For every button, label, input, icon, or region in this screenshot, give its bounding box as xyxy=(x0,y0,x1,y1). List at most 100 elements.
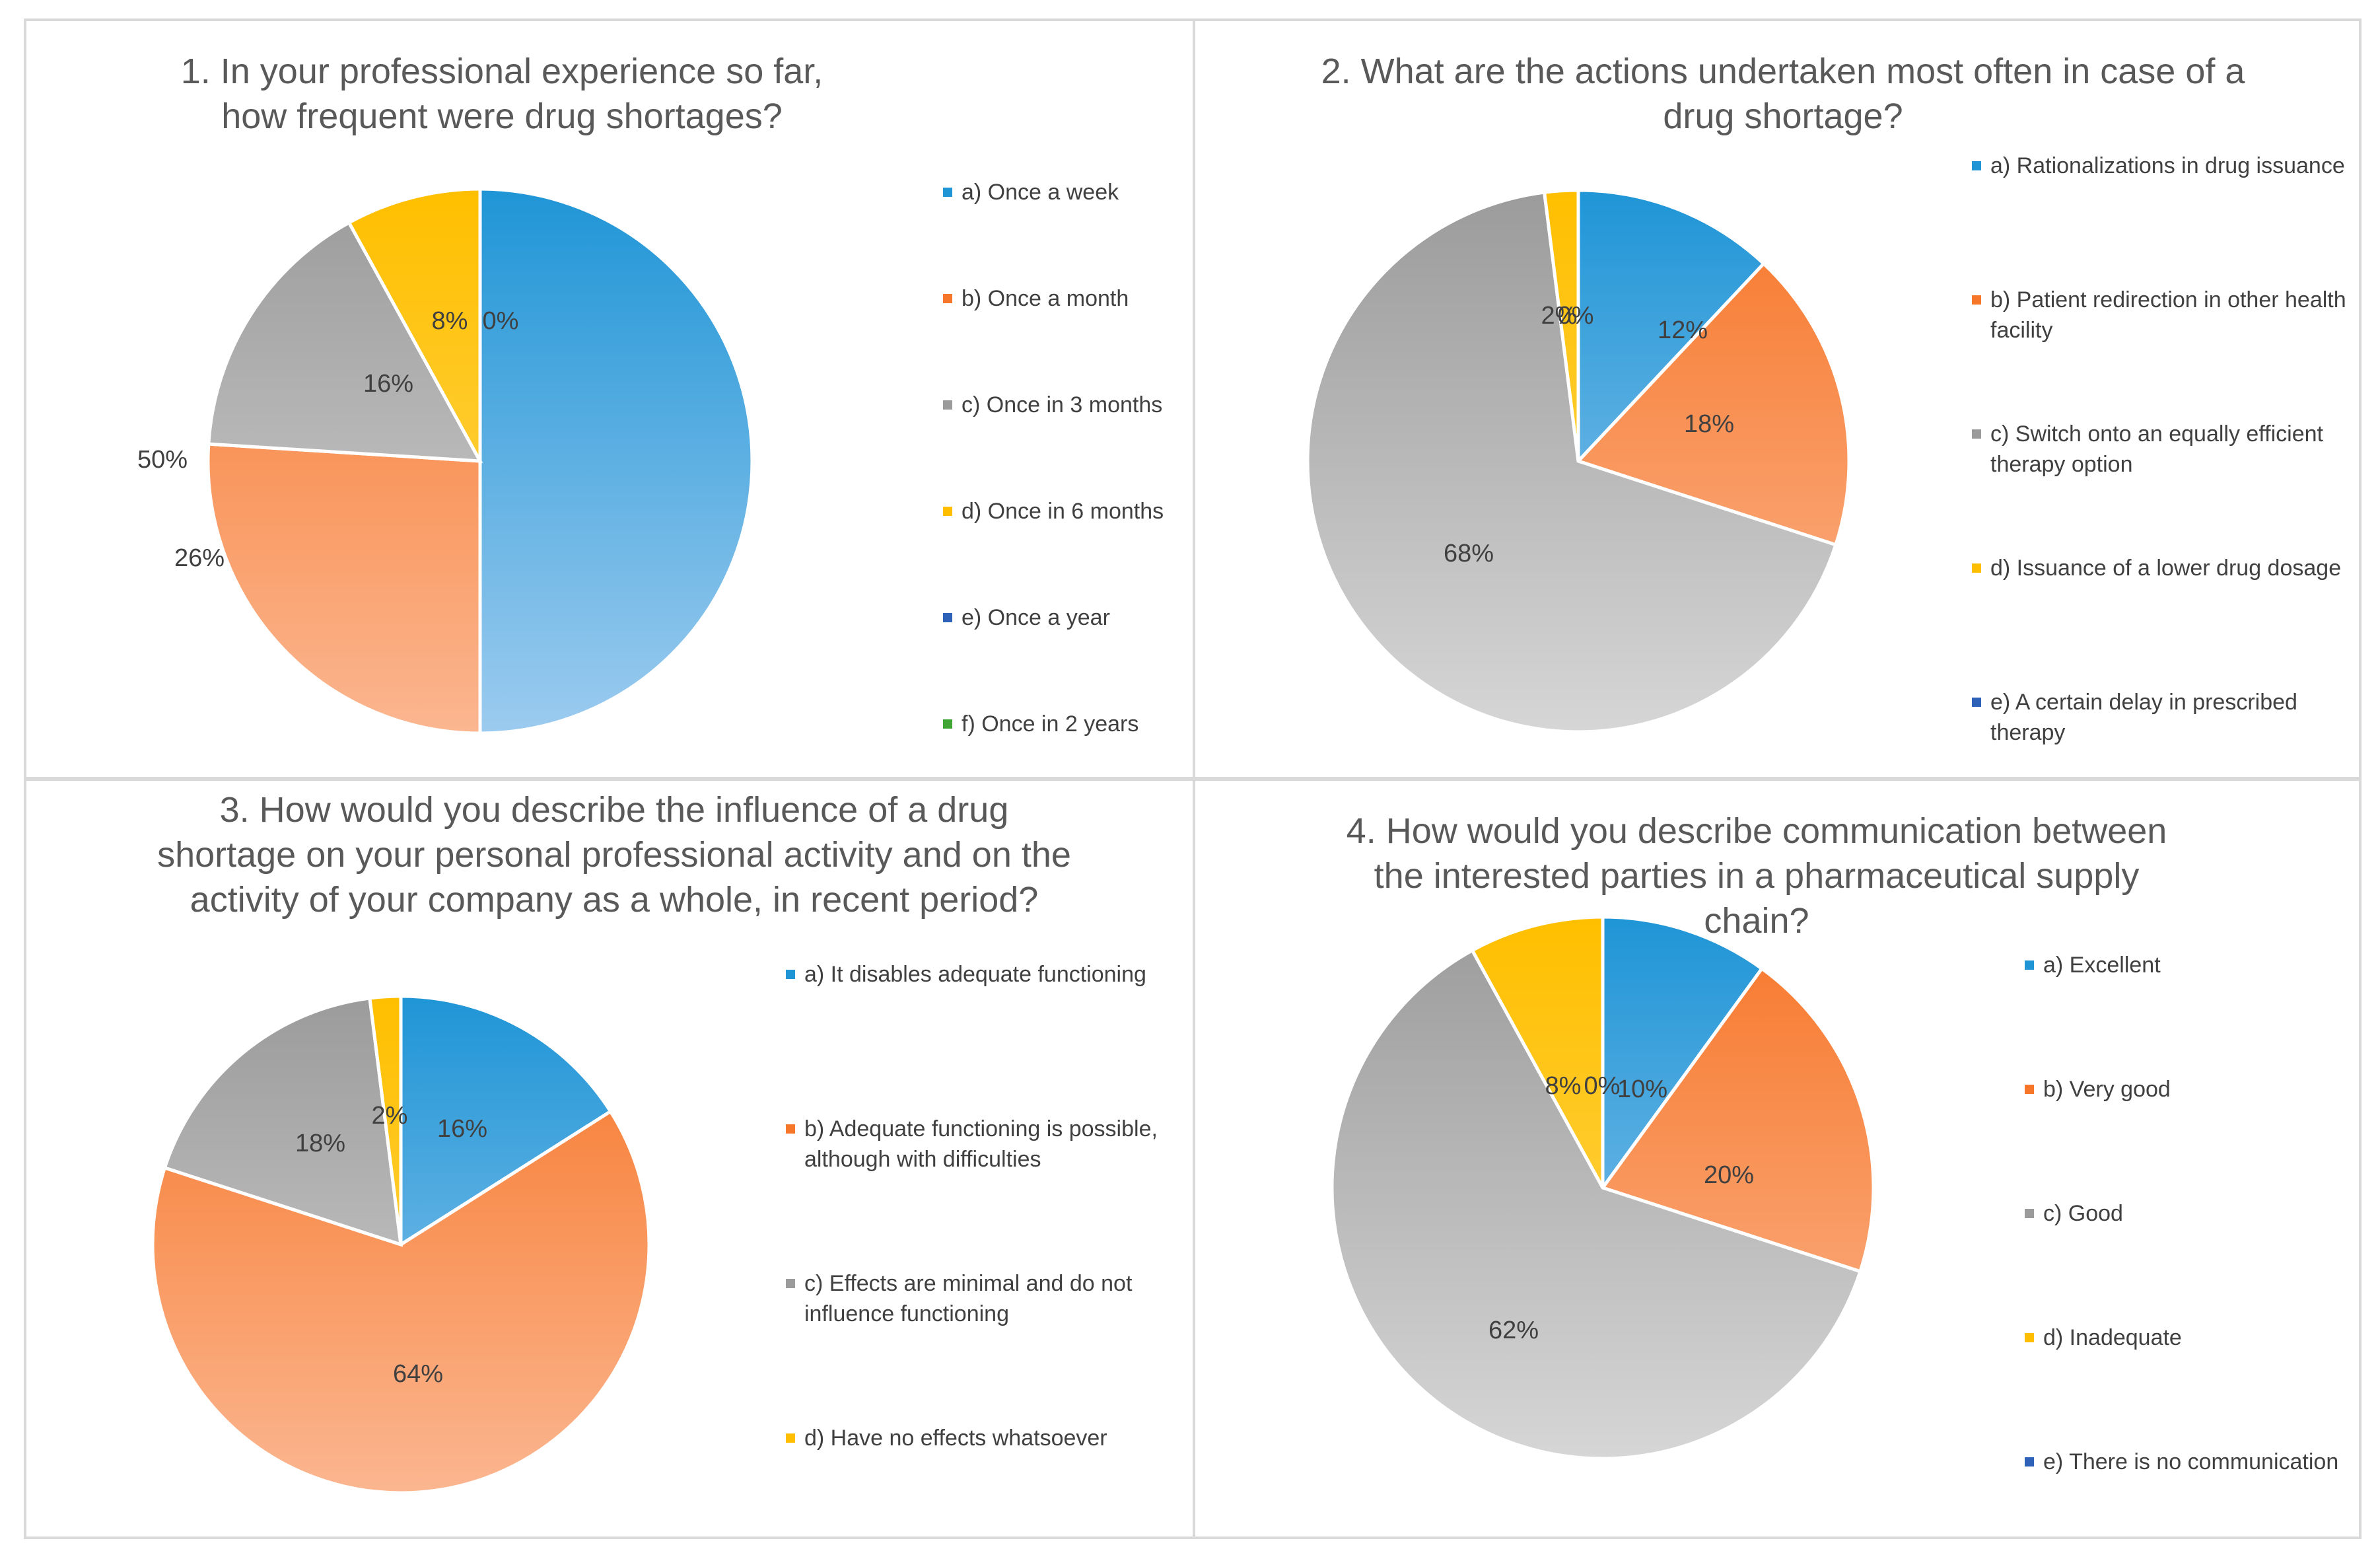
chart-title: 2. What are the actions undertaken most … xyxy=(1321,52,2245,136)
pie-chart: 10% 20% 62% 8% 0% xyxy=(1330,915,1875,1461)
legend-label: b) Once a month xyxy=(962,286,1129,311)
legend-swatch xyxy=(943,294,952,303)
legend-label: e) Once a year xyxy=(962,605,1110,630)
legend-swatch xyxy=(2025,960,2034,970)
data-label: 18% xyxy=(1684,410,1734,438)
legend-item: b) Very good xyxy=(2025,1074,2355,1104)
data-label: 0% xyxy=(1558,302,1594,330)
data-label: 50% xyxy=(137,446,188,474)
legend-swatch xyxy=(2025,1209,2034,1218)
legend-swatch xyxy=(2025,1085,2034,1094)
legend-item: e) There is no communication xyxy=(2025,1447,2355,1477)
pie-slice xyxy=(1330,948,1863,1461)
pie-slice xyxy=(1306,190,1838,734)
legend-item: d) Issuance of a lower drug dosage xyxy=(1972,553,2355,583)
legend-swatch xyxy=(943,613,952,622)
legend-swatch xyxy=(943,507,952,516)
legend-label: b) Adequate functioning is possible, alt… xyxy=(804,1116,1158,1172)
legend-item: a) Rationalizations in drug issuance xyxy=(1972,151,2355,181)
chart-panel-2: 2. What are the actions undertaken most … xyxy=(1193,18,2362,779)
data-label: 12% xyxy=(1658,316,1708,344)
pie-chart: 12% 18% 68% 2%0% xyxy=(1306,188,1851,734)
pie-slice xyxy=(1599,966,1875,1274)
legend-label: a) It disables adequate functioning xyxy=(804,962,1146,987)
legend-item: c) Effects are minimal and do not influe… xyxy=(786,1268,1182,1329)
legend-item: b) Adequate functioning is possible, alt… xyxy=(786,1114,1182,1175)
chart-panel-3: 3. How would you describe the influence … xyxy=(24,778,1195,1539)
legend-item: b) Patient redirection in other health f… xyxy=(1972,285,2355,345)
legend-label: d) Once in 6 months xyxy=(962,499,1164,524)
legend-item: a) It disables adequate functioning xyxy=(786,959,1182,990)
chart-panel-1: 1. In your professional experience so fa… xyxy=(24,18,1195,779)
pie-slice xyxy=(478,187,754,735)
legend-swatch xyxy=(1972,429,1981,439)
legend-swatch xyxy=(786,1433,795,1443)
legend-item: c) Good xyxy=(2025,1198,2355,1229)
legend-swatch xyxy=(2025,1457,2034,1466)
pie-slice xyxy=(399,994,613,1248)
data-label: 10% xyxy=(1617,1075,1667,1103)
data-label: 26% xyxy=(174,544,225,572)
chart-title: 1. In your professional experience so fa… xyxy=(180,52,823,136)
legend-label: c) Effects are minimal and do not influe… xyxy=(804,1271,1133,1326)
legend-item: d) Once in 6 months xyxy=(943,496,1194,526)
data-label: 8% xyxy=(1545,1072,1582,1100)
legend-label: e) There is no communication xyxy=(2043,1449,2339,1474)
pie-slice xyxy=(1542,188,1580,462)
pie-slice xyxy=(206,442,482,735)
data-label: 16% xyxy=(437,1115,487,1143)
data-label: 64% xyxy=(393,1360,443,1388)
legend-item: a) Excellent xyxy=(2025,950,2355,980)
legend-label: d) Issuance of a lower drug dosage xyxy=(1990,556,2342,581)
legend-swatch xyxy=(786,1279,795,1288)
chart-title: 3. How would you describe the influence … xyxy=(157,790,1071,920)
legend-swatch xyxy=(1972,295,1981,305)
pie-chart: 16% 64% 18% 2% xyxy=(151,994,651,1495)
legend-swatch xyxy=(943,719,952,729)
pie-slice xyxy=(368,994,403,1245)
legend-item: c) Switch onto an equally efficient ther… xyxy=(1972,419,2355,480)
legend-swatch xyxy=(786,970,795,979)
legend-swatch xyxy=(1972,563,1981,573)
data-label: 62% xyxy=(1488,1317,1539,1344)
legend-swatch xyxy=(943,188,952,197)
legend-swatch xyxy=(2025,1333,2034,1342)
data-label: 2% xyxy=(1541,302,1578,330)
pie-slice xyxy=(151,1109,651,1495)
legend-item: a) Once a week xyxy=(943,177,1194,207)
data-label: 0% xyxy=(483,307,519,335)
legend-label: c) Once in 3 months xyxy=(962,392,1163,417)
legend-label: a) Excellent xyxy=(2043,953,2161,978)
legend-label: b) Very good xyxy=(2043,1077,2171,1102)
legend-item: b) Once a month xyxy=(943,283,1194,314)
legend-label: b) Patient redirection in other health f… xyxy=(1990,287,2346,343)
pie-slice xyxy=(347,187,482,462)
data-label: 8% xyxy=(432,307,468,335)
legend-swatch xyxy=(1972,161,1981,170)
legend-swatch xyxy=(786,1124,795,1134)
data-label: 18% xyxy=(295,1130,345,1157)
pie-slice xyxy=(1601,915,1765,1193)
pie-chart: 50% 26% 16% 8% 0% xyxy=(137,187,754,735)
data-label: 16% xyxy=(363,370,413,398)
data-label: 2% xyxy=(372,1102,408,1130)
legend-item: d) Have no effects whatsoever xyxy=(786,1423,1182,1453)
legend-item: e) Once a year xyxy=(943,602,1194,633)
legend-item: d) Inadequate xyxy=(2025,1322,2355,1353)
legend-swatch xyxy=(1972,698,1981,707)
pie-slice xyxy=(1575,261,1851,547)
legend-label: a) Once a week xyxy=(962,180,1119,205)
chart-title: 4. How would you describe communication … xyxy=(1346,811,2167,941)
legend-label: e) A certain delay in prescribed therapy xyxy=(1990,690,2297,745)
data-label: 20% xyxy=(1704,1161,1754,1189)
legend-label: c) Good xyxy=(2043,1201,2123,1226)
pie-slice xyxy=(162,996,403,1247)
data-label: 68% xyxy=(1444,540,1494,567)
legend-label: c) Switch onto an equally efficient ther… xyxy=(1990,421,2323,477)
legend-swatch xyxy=(943,400,952,410)
legend-label: a) Rationalizations in drug issuance xyxy=(1990,153,2345,178)
legend-item: e) A certain delay in prescribed therapy xyxy=(1972,687,2355,748)
legend-label: f) Once in 2 years xyxy=(962,711,1139,737)
pie-slice xyxy=(207,220,483,463)
legend-item: c) Once in 3 months xyxy=(943,390,1194,420)
